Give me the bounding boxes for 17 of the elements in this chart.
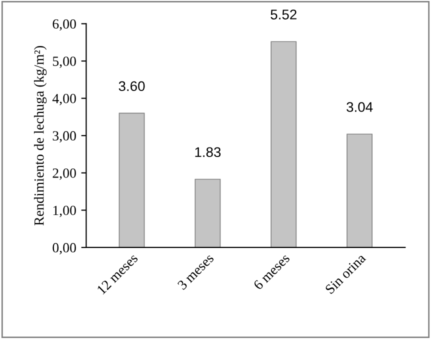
- y-tick-label: 1,00: [53, 206, 76, 218]
- data-label: 1.83: [195, 147, 221, 158]
- bar: [194, 178, 221, 248]
- data-label: 5.52: [270, 10, 296, 20]
- data-label: 3.60: [118, 81, 145, 92]
- y-tick-label: 2,00: [52, 168, 76, 180]
- y-tick-label: 6,00: [52, 19, 76, 31]
- bar: [346, 134, 373, 248]
- y-tick-label: 4,00: [52, 94, 76, 106]
- y-tick-label: 0,00: [52, 243, 76, 254]
- y-tick-label: 3,00: [52, 131, 76, 143]
- x-tick-label: Sin orina: [324, 252, 366, 294]
- y-tick-label: 5,00: [52, 56, 76, 68]
- y-axis-title: Rendimiento de lechuga (kg/m²): [34, 46, 47, 226]
- data-label: 3.04: [346, 102, 373, 112]
- bar: [270, 41, 297, 248]
- bar: [118, 112, 145, 248]
